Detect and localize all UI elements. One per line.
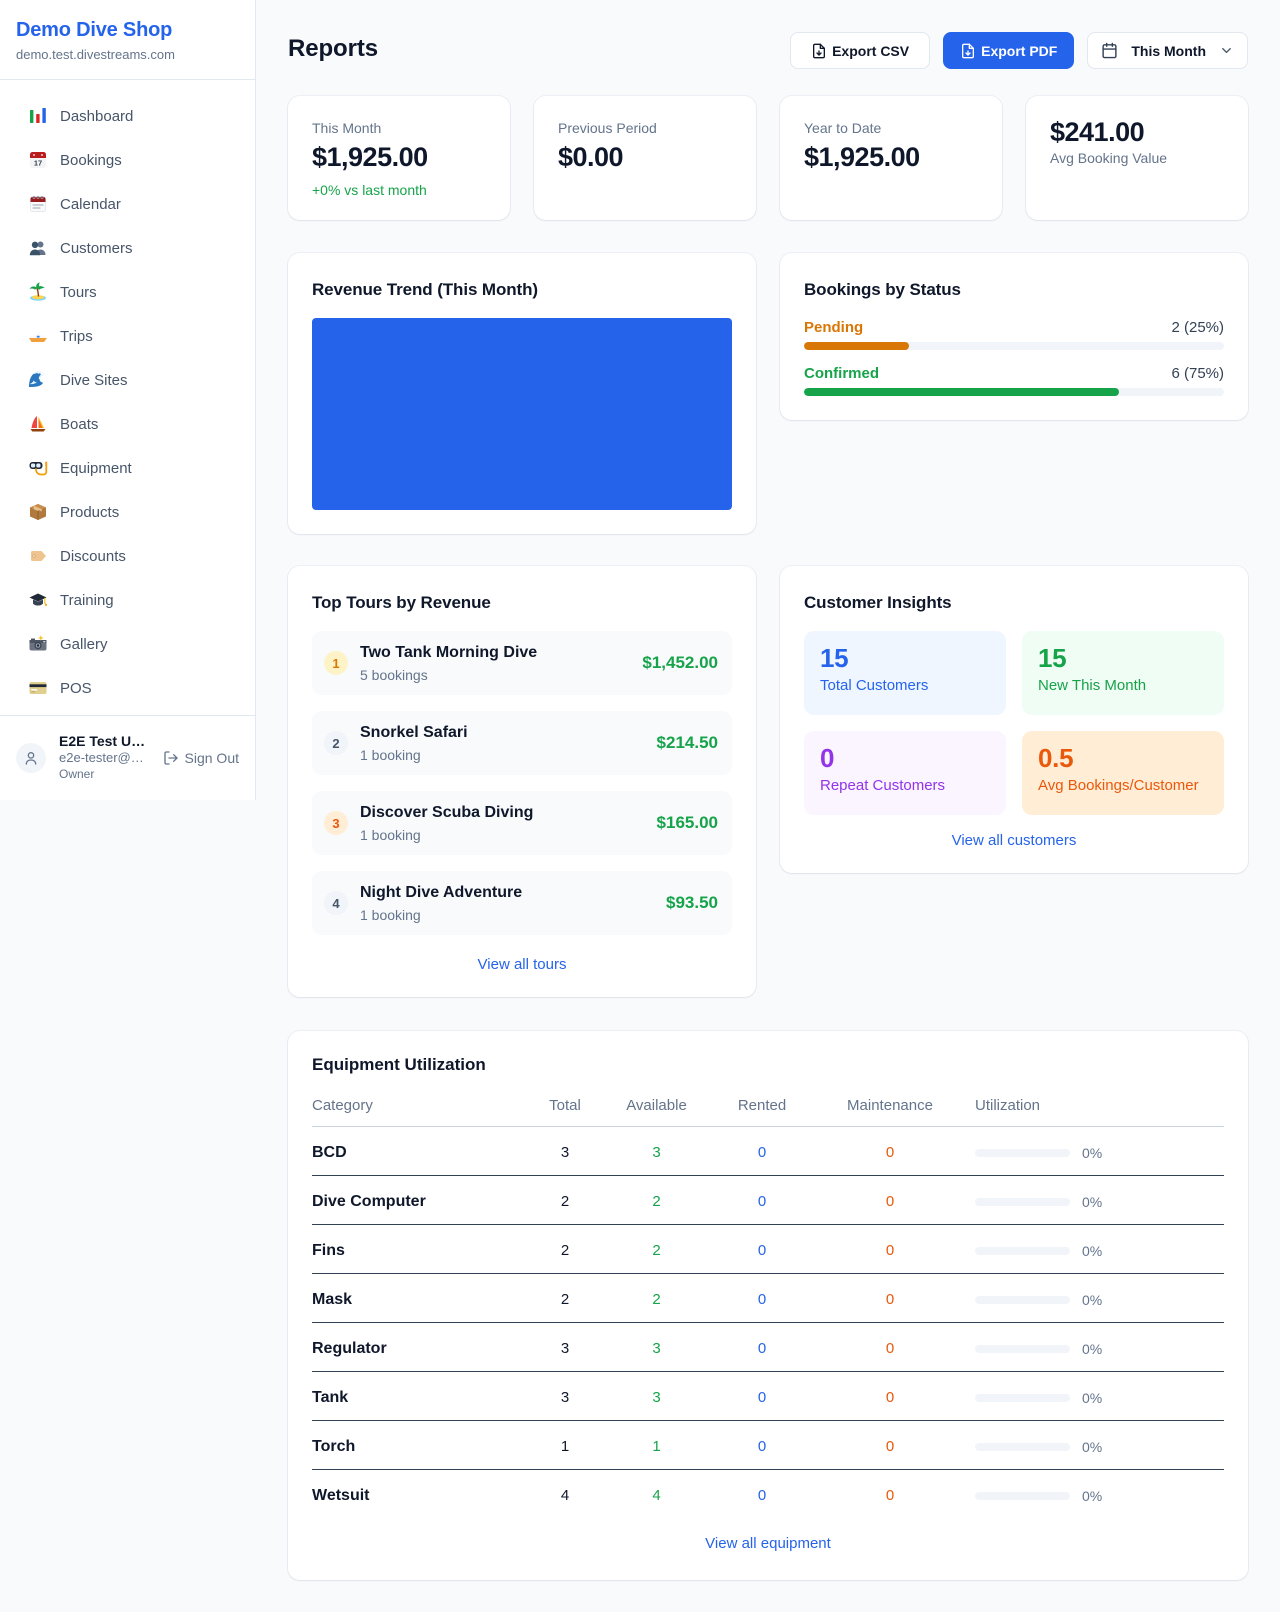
svg-text:17: 17 xyxy=(34,159,42,168)
